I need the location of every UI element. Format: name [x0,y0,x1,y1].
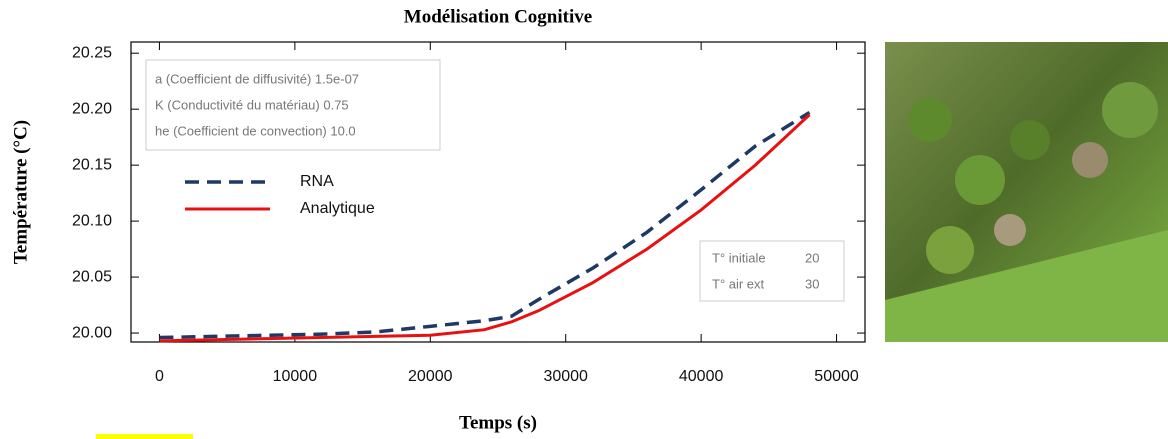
condition: T° air ext [712,276,765,291]
condition-box [699,240,845,302]
series-line [159,111,811,340]
plot-frame [130,41,866,343]
condition: 30 [805,276,819,291]
y-tick-label: 20.20 [72,100,112,117]
photo [885,42,1168,342]
legend-label: RNA [300,173,334,190]
y-tick-label: 20.15 [72,156,112,173]
x-tick-label: 10000 [273,368,318,385]
parameter: a (Coefficient de diffusivité) 1.5e-07 [155,71,359,86]
y-tick-label: 20.25 [72,44,112,61]
x-tick-label: 0 [155,368,164,385]
parameter: K (Conductivité du matériau) 0.75 [155,97,349,112]
x-tick-label: 40000 [679,368,724,385]
y-axis-label: Température (°C) [10,120,31,264]
condition: T° initiale [712,250,766,265]
x-axis-label: Temps (s) [459,412,537,433]
x-tick-label: 20000 [408,368,453,385]
series-line [159,113,811,343]
y-tick-label: 20.00 [72,324,112,341]
condition: 20 [805,250,819,265]
y-tick-label: 20.05 [72,268,112,285]
x-tick-label: 30000 [543,368,588,385]
x-tick-label: 50000 [814,368,859,385]
parameter-box [145,59,441,151]
highlight [96,434,193,439]
y-tick-label: 20.10 [72,212,112,229]
legend-label: Analytique [300,200,375,217]
parameter: he (Coefficient de convection) 10.0 [155,123,356,138]
chart-title: Modélisation Cognitive [404,6,592,27]
